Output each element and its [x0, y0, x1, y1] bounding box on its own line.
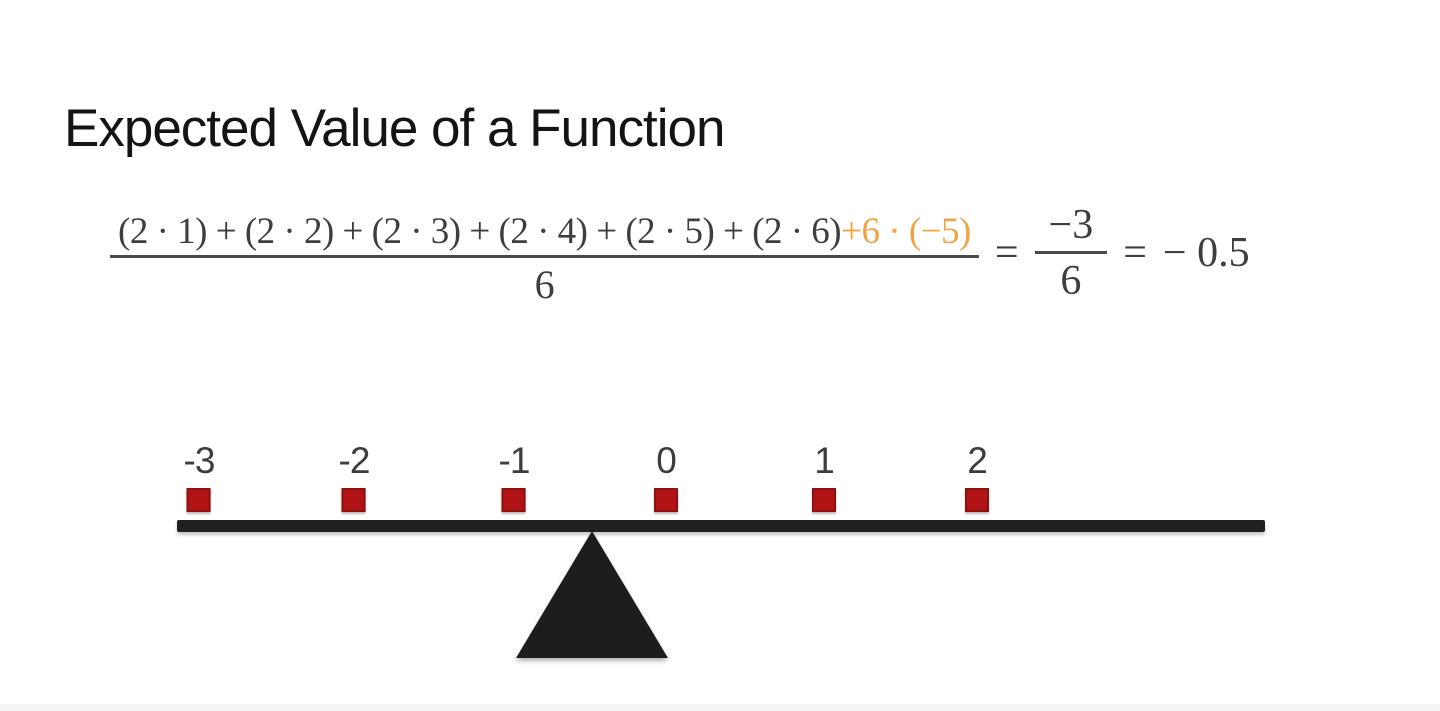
result-fraction-denominator: 6	[1034, 251, 1108, 305]
main-fraction-numerator: (2 · 1) + (2 · 2) + (2 · 3) + (2 · 4) + …	[110, 210, 979, 255]
bottom-edge	[0, 704, 1440, 711]
weight-square-icon	[502, 488, 526, 512]
weight-square-icon	[965, 488, 989, 512]
balance-beam	[177, 520, 1265, 532]
weight-square-icon	[342, 488, 366, 512]
weight-square-icon	[812, 488, 836, 512]
marker-label: 2	[967, 440, 988, 481]
weight-square-icon	[654, 488, 678, 512]
balance-marker: -2	[339, 442, 370, 512]
equals-sign-2: =	[1123, 230, 1147, 276]
fulcrum-triangle-icon	[516, 531, 668, 658]
result-value: − 0.5	[1162, 230, 1250, 276]
main-fraction: (2 · 1) + (2 · 2) + (2 · 3) + (2 · 4) + …	[110, 210, 979, 308]
marker-label: -2	[338, 440, 371, 481]
numerator-highlight-term: +6 · (−5)	[841, 211, 971, 252]
balance-marker: -1	[499, 442, 530, 512]
result-fraction-numerator: −3	[1048, 202, 1094, 248]
main-fraction-denominator: 6	[110, 255, 979, 308]
balance-marker: 1	[812, 442, 836, 512]
result-fraction: −3 6	[1034, 201, 1108, 305]
equals-sign: =	[994, 230, 1019, 276]
balance-marker: 2	[965, 442, 989, 512]
balance-marker: 0	[654, 442, 678, 512]
numerator-main-terms: (2 · 1) + (2 · 2) + (2 · 3) + (2 · 4) + …	[118, 211, 842, 252]
marker-label: -1	[498, 440, 531, 481]
marker-label: -3	[183, 440, 216, 481]
marker-label: 1	[814, 440, 835, 481]
balance-marker: -3	[184, 442, 215, 512]
expected-value-equation: (2 · 1) + (2 · 2) + (2 · 3) + (2 · 4) + …	[110, 198, 1340, 308]
weight-square-icon	[187, 488, 211, 512]
page-title: Expected Value of a Function	[64, 98, 725, 158]
marker-label: 0	[656, 440, 677, 481]
